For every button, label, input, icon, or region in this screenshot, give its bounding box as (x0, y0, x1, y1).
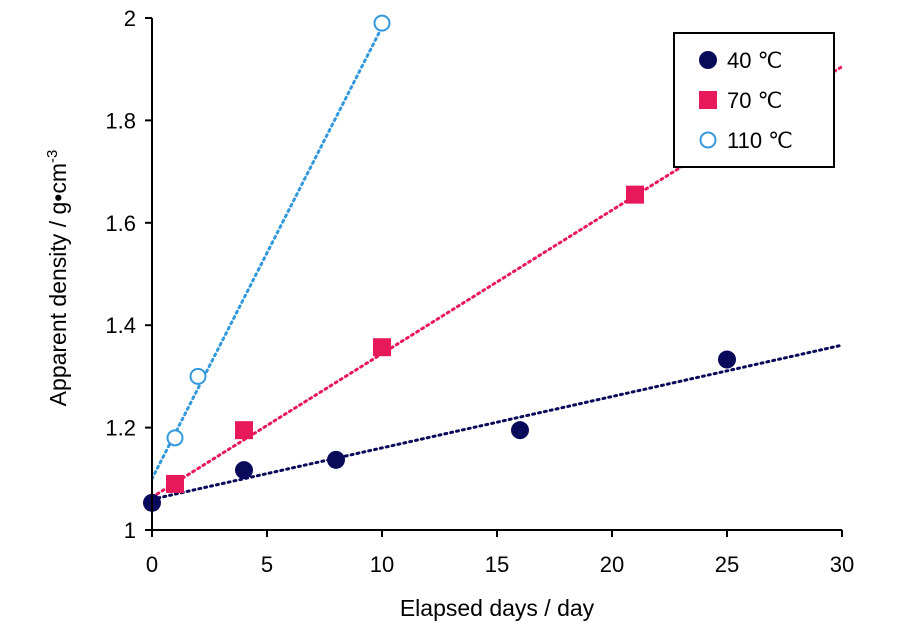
data-point-series-3 (166, 429, 184, 447)
legend: 40 ℃ 70 ℃ 110 ℃ (673, 32, 835, 168)
data-point-series-2 (373, 338, 391, 357)
y-axis-title-superscript: -3 (44, 150, 61, 163)
data-point-series-3 (373, 14, 391, 32)
x-tick-label: 30 (830, 552, 854, 577)
axis-ticks: 0 5 10 15 20 25 30 1 1.2 1.4 1.6 1.8 2 (105, 6, 854, 577)
legend-label-series-1: 40 ℃ (727, 48, 782, 73)
data-point-series-2 (626, 185, 644, 204)
y-tick-label: 2 (124, 6, 136, 31)
trendline-series-1 (152, 343, 842, 501)
y-tick-label: 1.4 (105, 313, 136, 338)
data-point-series-1 (327, 450, 345, 469)
data-points (143, 14, 736, 512)
legend-label-series-2: 70 ℃ (727, 88, 782, 113)
data-point-series-2 (235, 421, 253, 440)
data-point-series-1 (235, 461, 253, 480)
y-tick-label: 1.8 (105, 108, 136, 133)
legend-marker-series-2 (699, 91, 717, 109)
y-tick-label: 1.6 (105, 211, 136, 236)
legend-label-series-3: 110 ℃ (727, 128, 793, 153)
data-point-series-3 (189, 367, 207, 385)
data-point-series-2 (166, 474, 184, 493)
x-tick-label: 20 (600, 552, 624, 577)
x-tick-label: 5 (261, 552, 273, 577)
x-tick-label: 10 (370, 552, 394, 577)
x-tick-label: 25 (715, 552, 739, 577)
legend-marker-series-3 (699, 131, 717, 149)
x-tick-label: 15 (485, 552, 509, 577)
y-axis-title-main: Apparent density / g•cm (45, 163, 71, 406)
y-tick-label: 1 (124, 518, 136, 543)
y-axis-title: Apparent density / g•cm-3 (44, 150, 71, 407)
legend-marker-series-1 (699, 51, 717, 69)
x-tick-label: 0 (146, 552, 158, 577)
x-axis-title: Elapsed days / day (400, 595, 595, 621)
data-point-series-1 (718, 350, 736, 369)
trendline-series-3 (152, 16, 389, 481)
data-point-series-1 (511, 421, 529, 440)
y-tick-label: 1.2 (105, 416, 136, 441)
